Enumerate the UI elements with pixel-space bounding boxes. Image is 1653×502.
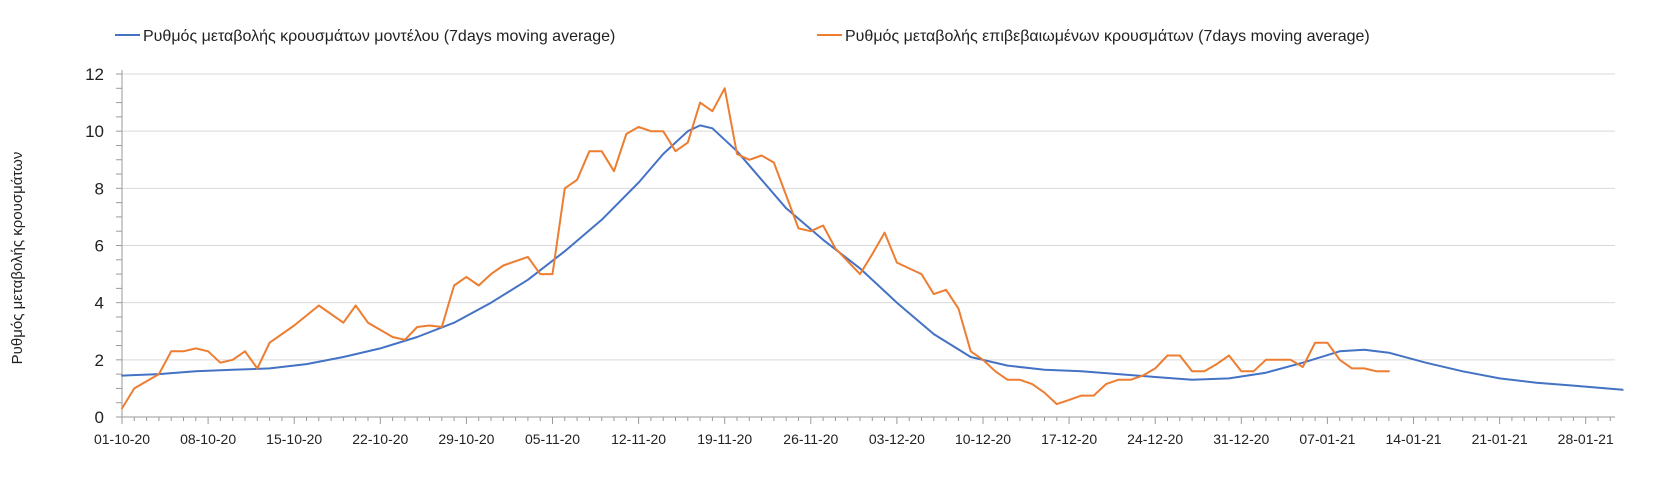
series-layer	[121, 87, 1624, 410]
x-tick-label: 31-12-20	[1213, 431, 1269, 447]
x-tick-label: 15-10-20	[266, 431, 322, 447]
legend-label-model: Ρυθμός μεταβολής κρουσμάτων μοντέλου (7d…	[143, 28, 615, 45]
x-tick-label: 24-12-20	[1127, 431, 1183, 447]
x-tick-label: 29-10-20	[438, 431, 494, 447]
y-axis-title: Ρυθμός μεταβολής κρουσμάτων	[9, 152, 26, 365]
legend: Ρυθμός μεταβολής κρουσμάτων μοντέλου (7d…	[115, 28, 1370, 45]
axes	[116, 70, 1615, 424]
x-tick-label: 22-10-20	[352, 431, 408, 447]
x-tick-label: 28-01-21	[1558, 431, 1614, 447]
series-line-confirmed	[121, 87, 1390, 410]
x-tick-label: 03-12-20	[869, 431, 925, 447]
y-tick-label: 2	[95, 351, 104, 370]
x-tick-label: 01-10-20	[94, 431, 150, 447]
y-tick-label: 4	[95, 294, 104, 313]
x-tick-label: 19-11-20	[697, 431, 752, 447]
y-tick-label: 10	[85, 122, 104, 141]
x-tick-label: 12-11-20	[611, 431, 666, 447]
y-tick-label: 8	[95, 179, 104, 198]
series-line-model	[121, 124, 1624, 391]
x-tick-label: 07-01-21	[1299, 431, 1355, 447]
y-tick-label: 12	[85, 65, 104, 84]
x-tick-label: 10-12-20	[955, 431, 1011, 447]
x-tick-label: 21-01-21	[1472, 431, 1528, 447]
y-tick-labels: 0 2 4 6 8 10 12	[85, 65, 104, 427]
x-tick-labels: 01-10-20 08-10-20 15-10-20 22-10-20 29-10-20…	[94, 431, 1614, 447]
gridlines	[122, 73, 1615, 361]
x-tick-label: 08-10-20	[180, 431, 236, 447]
x-tick-label: 17-12-20	[1041, 431, 1097, 447]
x-tick-label: 14-01-21	[1385, 431, 1441, 447]
x-tick-label: 05-11-20	[525, 431, 580, 447]
x-tick-label: 26-11-20	[783, 431, 838, 447]
legend-label-confirmed: Ρυθμός μεταβολής επιβεβαιωμένων κρουσμάτ…	[845, 28, 1370, 45]
y-tick-label: 0	[95, 408, 104, 427]
y-tick-label: 6	[95, 237, 104, 256]
